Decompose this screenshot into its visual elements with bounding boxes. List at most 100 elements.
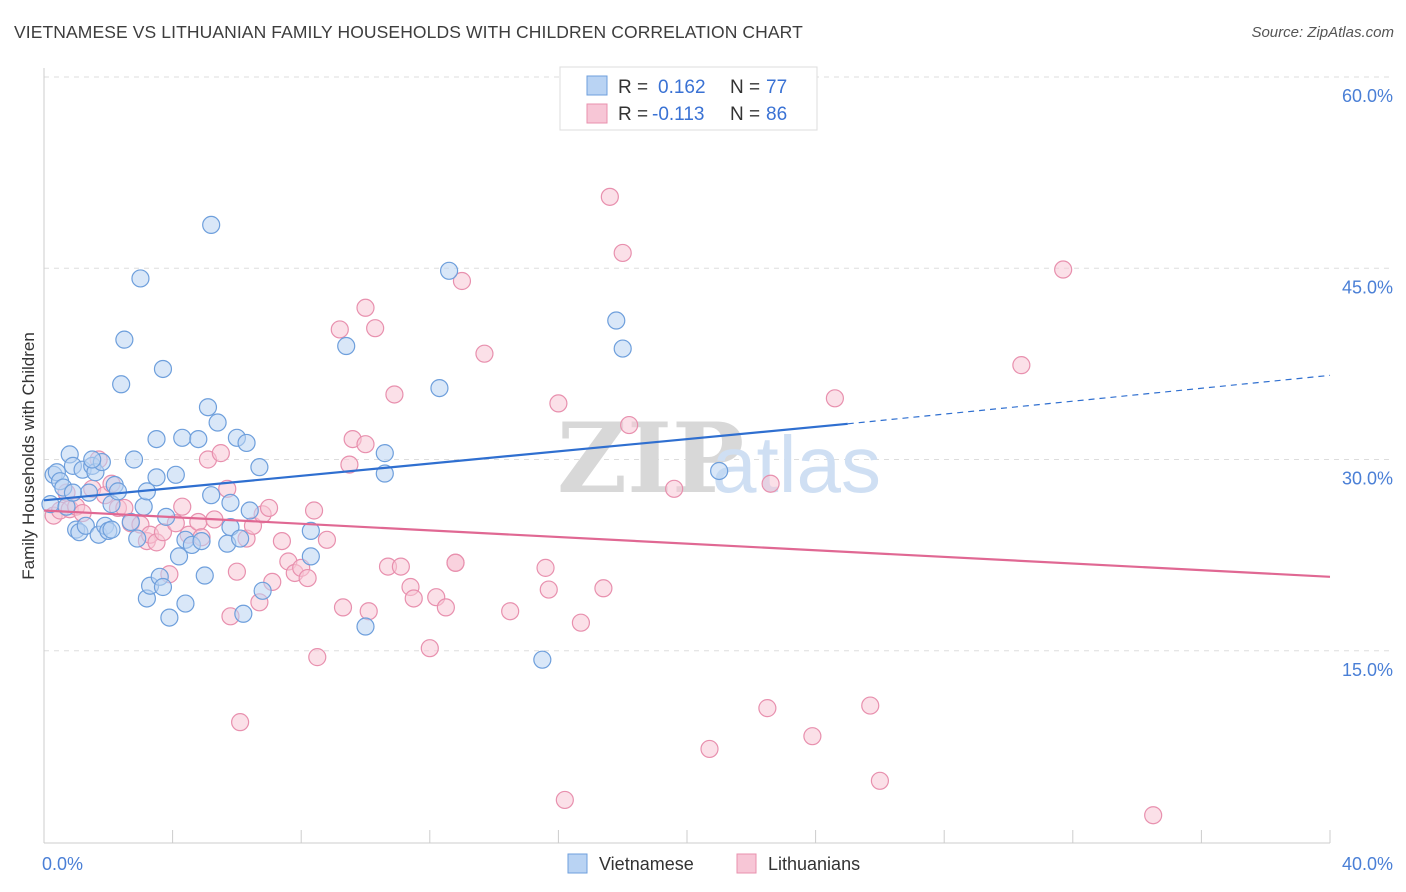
- axes: [43, 68, 1331, 844]
- vietnamese-point: [76, 516, 95, 535]
- lithuanians-point: [227, 562, 246, 581]
- lithuanians-point: [825, 389, 844, 408]
- vietnamese-point: [613, 339, 632, 358]
- lithuanians-point: [620, 415, 639, 435]
- gridlines: [44, 76, 1392, 652]
- vietnamese-point: [147, 468, 166, 487]
- vietnamese-point: [375, 444, 394, 463]
- lithuanians-point: [761, 474, 780, 493]
- chart-title: VIETNAMESE VS LITHUANIAN FAMILY HOUSEHOL…: [14, 22, 803, 42]
- legend-pink-swatch: [586, 103, 608, 124]
- y-tick-label: 60.0%: [1342, 86, 1393, 106]
- lithuanians-point: [231, 713, 250, 732]
- lithuanians-point: [340, 455, 359, 474]
- source-label: Source: ZipAtlas.com: [1251, 24, 1394, 41]
- vietnamese-point: [208, 413, 227, 432]
- lithuanians-point: [870, 771, 890, 790]
- y-tick-label: 15.0%: [1342, 660, 1393, 680]
- lithuanians-point: [211, 444, 230, 463]
- vietnamese-point: [124, 450, 144, 469]
- lithuanians-point: [555, 790, 574, 810]
- vietnamese-point: [240, 501, 259, 520]
- vietnamese-trendline: [43, 422, 848, 502]
- vietnamese-point: [153, 359, 173, 379]
- lithuanians-point: [317, 530, 337, 549]
- vietnamese-point: [173, 428, 192, 447]
- vietnamese-point: [160, 608, 179, 627]
- lithuanians-point: [173, 497, 192, 516]
- lithuanians-point: [475, 344, 494, 363]
- legend-r-label-2: R =: [618, 104, 648, 125]
- lithuanians-point: [391, 557, 410, 576]
- y-tick-label: 45.0%: [1342, 277, 1393, 297]
- vietnamese-point: [176, 594, 195, 613]
- vietnamese-trendline-extension: [847, 374, 1331, 425]
- watermark: ZIP atlas: [557, 402, 881, 515]
- legend-blue-swatch: [586, 75, 608, 96]
- vietnamese-point: [234, 604, 253, 623]
- vietnamese-point: [231, 529, 250, 548]
- lithuanians-point: [549, 394, 568, 413]
- vietnamese-point: [189, 430, 208, 449]
- vietnamese-point: [147, 430, 166, 449]
- lithuanians-point: [308, 648, 327, 667]
- vietnamese-point: [253, 581, 272, 600]
- vietnamese-point: [108, 482, 128, 501]
- legend-r-label-1: R =: [618, 77, 648, 98]
- vietnamese-point: [301, 521, 320, 541]
- lithuanians-point: [1012, 356, 1031, 375]
- lithuanians-point: [330, 320, 349, 339]
- vietnamese-point: [356, 617, 375, 636]
- lithuanians-point: [1144, 806, 1163, 825]
- vietnamese-legend-swatch: [567, 853, 588, 874]
- lithuanians-point: [613, 243, 632, 263]
- lithuanians-legend-swatch: [736, 853, 757, 874]
- lithuanians-point: [298, 568, 317, 588]
- lithuanians-point: [259, 498, 279, 518]
- legend-n-value-2: 86: [766, 104, 787, 125]
- vietnamese-point: [430, 379, 449, 398]
- vietnamese-legend-label: Vietnamese: [599, 854, 694, 874]
- vietnamese-point: [202, 215, 221, 234]
- legend-r-value-2: -0.113: [652, 104, 704, 125]
- vietnamese-point: [102, 520, 121, 539]
- vietnamese-point: [337, 336, 356, 356]
- vietnamese-point: [83, 450, 102, 469]
- lithuanians-point: [803, 727, 822, 746]
- lithuanians-point: [272, 531, 292, 551]
- lithuanians-point: [436, 598, 455, 617]
- lithuanians-point: [304, 501, 324, 520]
- y-axis-title: Family Households with Children: [19, 332, 38, 580]
- vietnamese-point: [710, 461, 729, 481]
- vietnamese-point: [202, 486, 221, 505]
- correlation-legend: R = 0.162 N = 77 R = -0.113 N = 86: [559, 66, 818, 131]
- vietnamese-point: [195, 566, 214, 585]
- vietnamese-point: [533, 650, 552, 669]
- vietnamese-point: [79, 483, 99, 502]
- lithuanians-point: [189, 512, 208, 532]
- vietnamese-point: [301, 547, 320, 566]
- lithuanians-point: [861, 696, 880, 715]
- vietnamese-point: [192, 531, 211, 551]
- lithuanians-point: [356, 298, 375, 317]
- vietnamese-point: [250, 458, 269, 477]
- trendlines: [43, 374, 1331, 578]
- lithuanians-point: [665, 479, 684, 498]
- y-tick-label: 30.0%: [1342, 469, 1393, 489]
- lithuanians-point: [359, 602, 378, 621]
- vietnamese-point: [115, 330, 134, 349]
- x-tick-label-max: 40.0%: [1342, 854, 1393, 874]
- vietnamese-point: [198, 398, 218, 417]
- lithuanians-point: [501, 602, 520, 621]
- vietnamese-point: [169, 547, 189, 566]
- vietnamese-point: [153, 577, 173, 597]
- vietnamese-point: [121, 512, 140, 532]
- lithuanians-point: [404, 589, 423, 608]
- lithuanians-point: [356, 435, 375, 454]
- vietnamese-point: [134, 497, 153, 516]
- legend-n-value-1: 77: [766, 77, 787, 98]
- lithuanians-trendline: [43, 509, 1331, 578]
- lithuanians-point: [420, 639, 439, 658]
- vietnamese-point: [128, 529, 147, 548]
